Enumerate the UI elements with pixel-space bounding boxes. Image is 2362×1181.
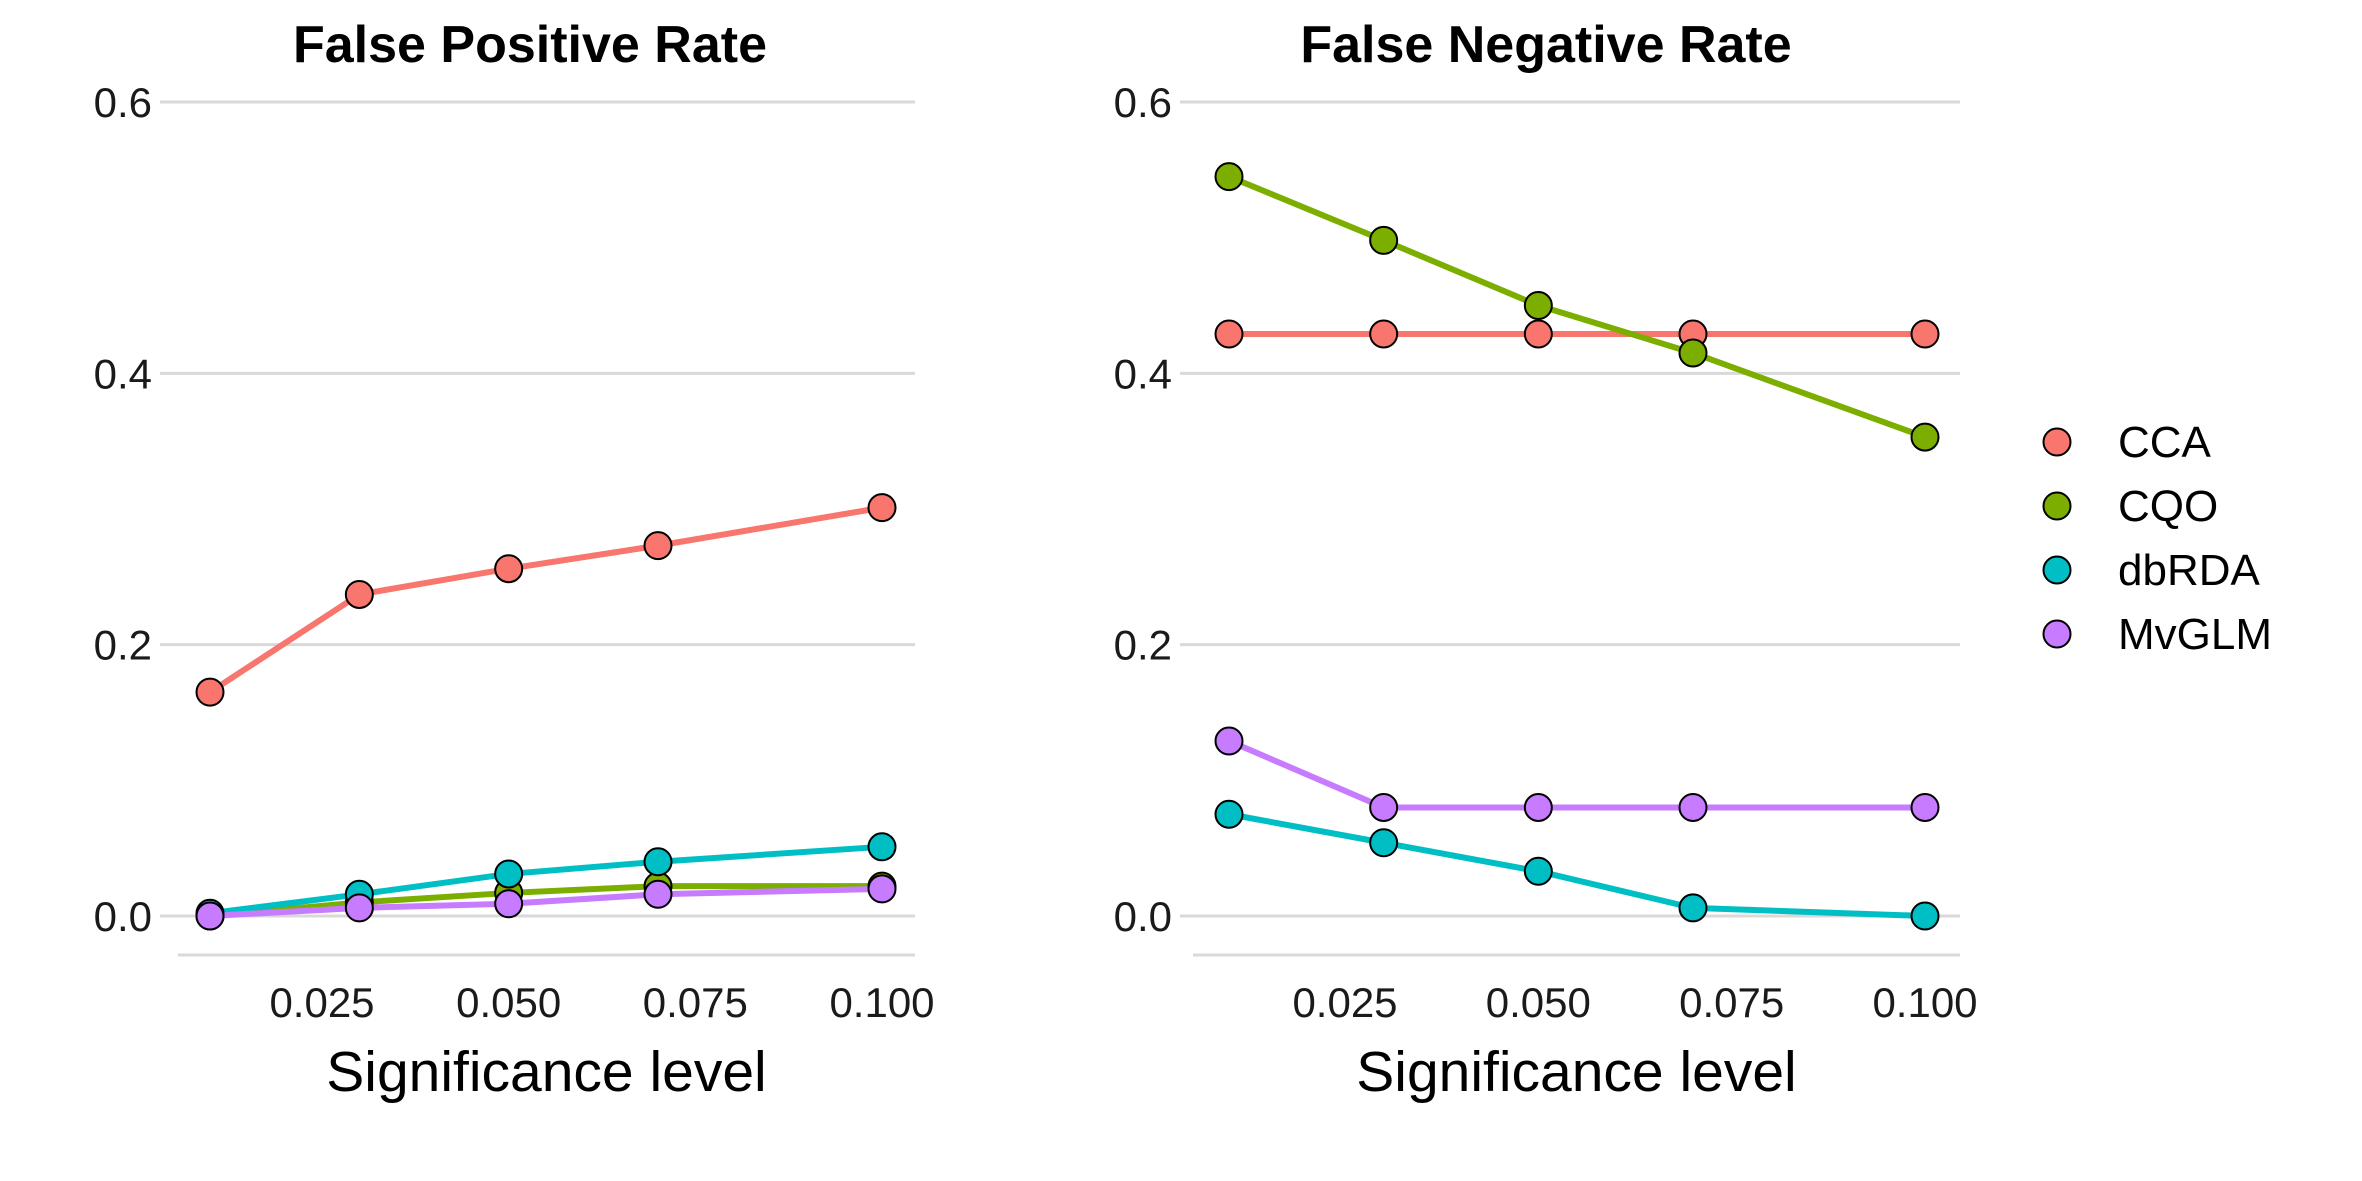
false-negative-panel: False Negative Rate 0.0 0.2 0.4 0.6 0.025 0.05… [1114,16,1978,1104]
fnr-point-mvglm [1214,726,1244,756]
legend-label-mvglm: MvGLM [2118,610,2272,659]
fnr-point-cqo [1678,338,1708,368]
fnr-point-cqo [1214,162,1244,192]
fpr-point-cca [643,531,673,561]
fnr-point-cqo [1523,291,1553,320]
fnr-point-cqo [1910,422,1940,452]
fnr-series-line-dbrda [1228,811,1926,919]
fpr-point-cca [344,579,374,609]
legend: CCA CQO dbRDA MvGLM [2042,418,2272,659]
fpr-point-mvglm [494,889,524,919]
fnr-point-mvglm [1678,792,1708,822]
legend-key-mvglm [2042,619,2072,649]
fnr-point-cca [1369,319,1399,349]
fnr-x-tick-label: 0.075 [1679,979,1784,1026]
legend-label-dbrda: dbRDA [2118,546,2260,595]
fpr-point-mvglm [867,874,897,904]
fpr-x-axis-title: Significance level [326,1040,766,1104]
fpr-x-tick-label: 0.100 [829,979,934,1026]
fnr-point-mvglm [1369,792,1399,822]
fpr-point-dbrda [867,832,897,862]
fpr-point-mvglm [195,901,225,931]
fpr-point-mvglm [643,879,673,909]
fnr-x-axis-title: Significance level [1356,1040,1796,1104]
legend-key-cca [2042,427,2072,457]
fnr-series-line-mvglm [1227,738,1925,811]
fnr-x-tick-label: 0.050 [1486,979,1591,1026]
fnr-series-line-cqo [1227,173,1927,440]
fpr-title: False Positive Rate [293,16,767,74]
fpr-point-cca [494,554,524,584]
fpr-point-cca [867,493,897,523]
fpr-point-dbrda [643,847,673,877]
fpr-point-cca [195,677,225,707]
fnr-y-tick-label: 0.2 [1114,622,1172,669]
fpr-y-tick-label: 0.2 [94,622,152,669]
legend-label-cca: CCA [2118,418,2212,467]
fnr-point-dbrda [1369,828,1399,858]
fnr-point-cca [1214,319,1244,349]
fpr-x-tick-label: 0.025 [269,979,374,1026]
fnr-x-tick-label: 0.100 [1872,979,1977,1026]
fnr-point-cca [1910,319,1940,349]
fpr-point-dbrda [494,859,524,889]
fnr-x-tick-label: 0.025 [1292,979,1397,1026]
fnr-point-dbrda [1678,893,1708,923]
fpr-x-tick-label: 0.050 [456,979,561,1026]
fpr-point-mvglm [344,893,374,923]
fnr-point-dbrda [1214,799,1244,829]
fpr-y-tick-label: 0.6 [94,79,152,126]
fnr-point-dbrda [1523,856,1553,886]
fnr-title: False Negative Rate [1300,16,1791,74]
fnr-point-cca [1523,319,1553,349]
fpr-y-tick-label: 0.4 [94,350,152,397]
fnr-point-mvglm [1523,792,1553,822]
fnr-point-cqo [1369,225,1399,255]
legend-label-cqo: CQO [2118,482,2218,531]
fpr-x-tick-label: 0.075 [643,979,748,1026]
fpr-y-tick-label: 0.0 [94,893,152,940]
legend-key-cqo [2042,491,2072,521]
legend-key-dbrda [2042,555,2072,585]
fnr-y-tick-label: 0.4 [1114,350,1172,397]
fnr-y-tick-label: 0.0 [1114,893,1172,940]
fnr-point-mvglm [1910,792,1940,822]
fnr-y-tick-label: 0.6 [1114,79,1172,126]
fpr-series-line-cca [208,504,883,695]
fnr-point-dbrda [1910,901,1940,931]
false-positive-panel: False Positive Rate 0.0 0.2 0.4 0.6 0.025 0.05… [94,16,935,1104]
